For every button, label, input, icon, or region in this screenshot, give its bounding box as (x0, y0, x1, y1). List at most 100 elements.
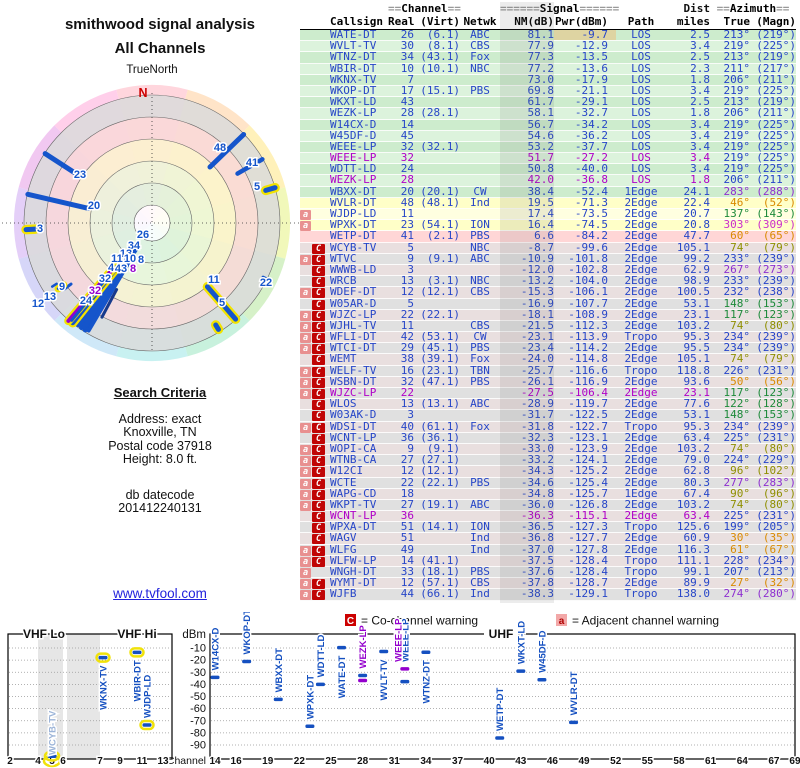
table-row: aC W05AR-D 5 -16.9 -107.7 2Edge 53.1 148° (153°) (300, 296, 796, 310)
miles-cell: 79.0 (683, 453, 711, 467)
callsign-cell: WDSI-DT (330, 419, 377, 433)
badge-cell: aC (300, 265, 326, 276)
signal-marker (242, 659, 252, 664)
nm-db-cell: -37.6 (520, 565, 554, 578)
signal-marker (400, 679, 410, 684)
callsign-cell: WTCI-DT (330, 341, 377, 355)
callsign-cell: WCNT-LP (330, 430, 377, 444)
virtual-channel-cell: (39.1) (420, 352, 460, 366)
spoke-channel-label: 23 (74, 169, 86, 181)
miles-cell: 105.1 (676, 240, 710, 254)
path-cell: LOS (631, 128, 651, 142)
azimuth-tint-sector (152, 223, 250, 357)
spoke-channel-label: 41 (246, 157, 258, 169)
magnetic-azimuth-cell: (79°) (762, 240, 796, 254)
path-cell: 2Edge (624, 307, 658, 321)
magnetic-azimuth-cell: (239°) (756, 274, 796, 288)
report-title-block: smithwood signal analysis All Channels (0, 16, 320, 57)
spoke-channel-label: 48 (214, 142, 226, 154)
callsign-cell: WCNT-LP (330, 509, 377, 523)
network-cell: Ind (470, 587, 490, 601)
magnetic-azimuth-cell: (96°) (762, 486, 796, 500)
magnetic-azimuth-cell: (80°) (762, 318, 796, 332)
co-channel-warning-badge: C (312, 444, 325, 455)
nm-db-cell: -16.9 (520, 296, 554, 310)
vhf-channel-tick: 9 (117, 756, 123, 767)
callsign-cell: WLFW-LP (330, 553, 377, 567)
callsign-cell: WVLT-TV (330, 39, 377, 53)
power-dbm-cell: -17.9 (574, 72, 608, 86)
network-cell (460, 466, 500, 476)
adjacent-channel-warning-badge: a (300, 333, 311, 344)
real-channel-cell: 42 (400, 330, 414, 344)
power-dbm-cell: -36.2 (574, 128, 608, 142)
true-azimuth-cell: 219° (723, 117, 751, 131)
magnetic-azimuth-cell: (143°) (756, 207, 796, 220)
adjacent-channel-warning-badge: a (300, 389, 311, 399)
miles-cell: 77.6 (683, 397, 711, 411)
path-cell: Tropo (624, 553, 658, 567)
badge-cell: aC (300, 511, 326, 523)
magnetic-azimuth-cell: (205°) (756, 520, 796, 534)
nm-db-cell: -33.0 (520, 441, 554, 455)
miles-cell: 1.8 (690, 106, 710, 120)
virtual-channel-cell: (20.1) (420, 184, 460, 198)
real-channel-cell: 18 (400, 486, 414, 500)
nm-db-cell: -27.5 (520, 386, 554, 399)
uhf-label: UHF (489, 627, 514, 641)
adjacent-channel-warning-badge: a (300, 310, 311, 321)
callsign-cell: WKXT-LD (330, 95, 377, 109)
station-label: WBXX-DT (274, 648, 285, 693)
nm-db-cell: 19.5 (527, 195, 555, 209)
dbm-tick-label: -40 (190, 679, 206, 691)
uhf-channel-tick: 22 (294, 756, 306, 767)
virtual-channel-cell: (12.1) (420, 464, 460, 478)
miles-cell: 93.6 (683, 374, 711, 388)
spoke-channel-label: 8 (130, 263, 136, 275)
callsign-cell: W12CI (330, 464, 364, 478)
callsign-cell: WTNZ-DT (330, 50, 377, 64)
signal-marker (358, 673, 368, 678)
co-channel-warning-badge: C (312, 400, 325, 411)
real-channel-cell: 5 (407, 296, 414, 310)
adjacent-legend-text: = Adjacent channel warning (572, 614, 719, 628)
callsign-cell: WBIR-DT (330, 61, 377, 75)
path-cell: LOS (631, 83, 651, 97)
real-channel-cell: 30 (400, 39, 414, 53)
uhf-channel-tick: 28 (357, 756, 369, 767)
callsign-cell: WWWB-LD (330, 262, 377, 276)
callsign-cell: WYMT-DT (330, 576, 377, 590)
callsign-cell: WBXX-DT (330, 184, 377, 198)
station-label: WEZK-LP (358, 625, 369, 669)
badge-cell: aC (300, 108, 326, 118)
uhf-label-backing (484, 627, 518, 641)
table-row: a C WDSI-DT 40 (61.1) Fox -31.8 -122.7 Tropo 95.3… (300, 419, 796, 433)
station-label: WPXK-DT (305, 675, 316, 720)
path-cell: 2Edge (624, 296, 658, 310)
power-dbm-cell: -9.7 (554, 29, 616, 41)
frequency-chart: -10-20-30-40-50-60-70-80-90 VHF Lo VHF Hi U… (6, 612, 800, 768)
network-cell: ABC (470, 28, 490, 41)
network-cell: CBS (470, 576, 490, 590)
nm-db-cell: -28.9 (520, 397, 554, 411)
true-azimuth-cell: 96° (730, 464, 750, 478)
co-channel-warning-badge: C (312, 500, 325, 511)
tvfool-link[interactable]: www.tvfool.com (113, 586, 207, 601)
adjacent-channel-warning-badge: a (300, 478, 311, 489)
signal-spoke (263, 185, 278, 193)
path-cell: Tropo (624, 330, 658, 344)
badge-cell: aC (300, 299, 326, 310)
co-channel-warning-badge: C (312, 478, 325, 489)
co-channel-warning-badge: C (312, 355, 325, 366)
virtual-channel-cell: (10.1) (420, 61, 460, 75)
magnetic-azimuth-cell: (211°) (756, 106, 796, 120)
table-row: aC WPXA-DT 51 (14.1) ION -36.5 -127.3 Tropo 125.… (300, 520, 796, 534)
network-cell: Fox (470, 419, 490, 433)
miles-cell: 103.2 (676, 497, 710, 511)
real-channel-cell: 5 (407, 240, 414, 254)
uhf-channel-tick: 55 (642, 756, 654, 767)
path-cell: LOS (631, 139, 651, 153)
table-row: aC WBIR-DT 10 (10.1) NBC 77.2 -13.6 LOS 2.3 211° (… (300, 61, 796, 75)
virtual-channel-cell: (12.1) (420, 285, 460, 299)
